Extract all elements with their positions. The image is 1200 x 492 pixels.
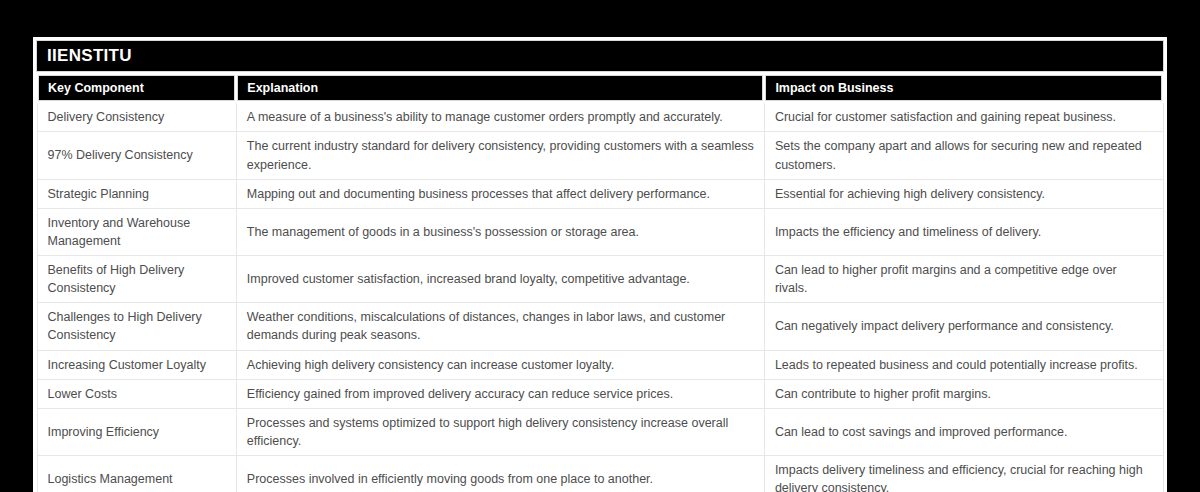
key-component-cell: Lower Costs xyxy=(37,379,236,408)
table-row: Logistics Management Processes involved … xyxy=(37,456,1163,492)
impact-cell: Essential for achieving high delivery co… xyxy=(764,179,1163,208)
impact-cell: Can contribute to higher profit margins. xyxy=(764,379,1163,408)
impact-cell: Crucial for customer satisfaction and ga… xyxy=(764,102,1163,132)
brand-title-bar: IIENSTITU xyxy=(36,40,1164,72)
impact-cell: Impacts the efficiency and timeliness of… xyxy=(764,208,1163,255)
explanation-cell: Mapping out and documenting business pro… xyxy=(236,179,764,208)
key-component-cell: Increasing Customer Loyalty xyxy=(37,350,236,379)
key-component-cell: Inventory and Warehouse Management xyxy=(37,208,236,255)
key-component-cell: Challenges to High Delivery Consistency xyxy=(37,303,236,350)
key-component-cell: Logistics Management xyxy=(37,456,236,492)
explanation-cell: Efficiency gained from improved delivery… xyxy=(236,379,764,408)
impact-cell: Can lead to cost savings and improved pe… xyxy=(764,408,1163,455)
table-row: Challenges to High Delivery Consistency … xyxy=(37,303,1163,350)
table-row: Strategic Planning Mapping out and docum… xyxy=(37,179,1163,208)
table-header-row: Key Component Explanation Impact on Busi… xyxy=(37,74,1163,102)
explanation-cell: Processes involved in efficiently moving… xyxy=(236,456,764,492)
impact-cell: Impacts delivery timeliness and efficien… xyxy=(764,456,1163,492)
explanation-cell: The current industry standard for delive… xyxy=(236,132,764,179)
explanation-cell: Achieving high delivery consistency can … xyxy=(236,350,764,379)
explanation-cell: A measure of a business's ability to man… xyxy=(236,102,764,132)
brand-title: IIENSTITU xyxy=(47,46,132,66)
column-header-key-component: Key Component xyxy=(37,74,236,102)
key-component-cell: Improving Efficiency xyxy=(37,408,236,455)
impact-cell: Can lead to higher profit margins and a … xyxy=(764,256,1163,303)
table-row: Benefits of High Delivery Consistency Im… xyxy=(37,256,1163,303)
table-row: Lower Costs Efficiency gained from impro… xyxy=(37,379,1163,408)
column-header-impact: Impact on Business xyxy=(764,74,1163,102)
table-panel: IIENSTITU Key Component Explanation Impa… xyxy=(33,37,1167,492)
explanation-cell: Weather conditions, miscalculations of d… xyxy=(236,303,764,350)
key-components-table: Key Component Explanation Impact on Busi… xyxy=(36,73,1164,492)
key-component-cell: Delivery Consistency xyxy=(37,102,236,132)
table-row: Improving Efficiency Processes and syste… xyxy=(37,408,1163,455)
key-component-cell: Benefits of High Delivery Consistency xyxy=(37,256,236,303)
impact-cell: Can negatively impact delivery performan… xyxy=(764,303,1163,350)
column-header-explanation: Explanation xyxy=(236,74,764,102)
key-component-cell: Strategic Planning xyxy=(37,179,236,208)
table-row: 97% Delivery Consistency The current ind… xyxy=(37,132,1163,179)
key-component-cell: 97% Delivery Consistency xyxy=(37,132,236,179)
impact-cell: Leads to repeated business and could pot… xyxy=(764,350,1163,379)
explanation-cell: The management of goods in a business's … xyxy=(236,208,764,255)
table-row: Increasing Customer Loyalty Achieving hi… xyxy=(37,350,1163,379)
explanation-cell: Improved customer satisfaction, increase… xyxy=(236,256,764,303)
table-row: Inventory and Warehouse Management The m… xyxy=(37,208,1163,255)
impact-cell: Sets the company apart and allows for se… xyxy=(764,132,1163,179)
table-row: Delivery Consistency A measure of a busi… xyxy=(37,102,1163,132)
explanation-cell: Processes and systems optimized to suppo… xyxy=(236,408,764,455)
